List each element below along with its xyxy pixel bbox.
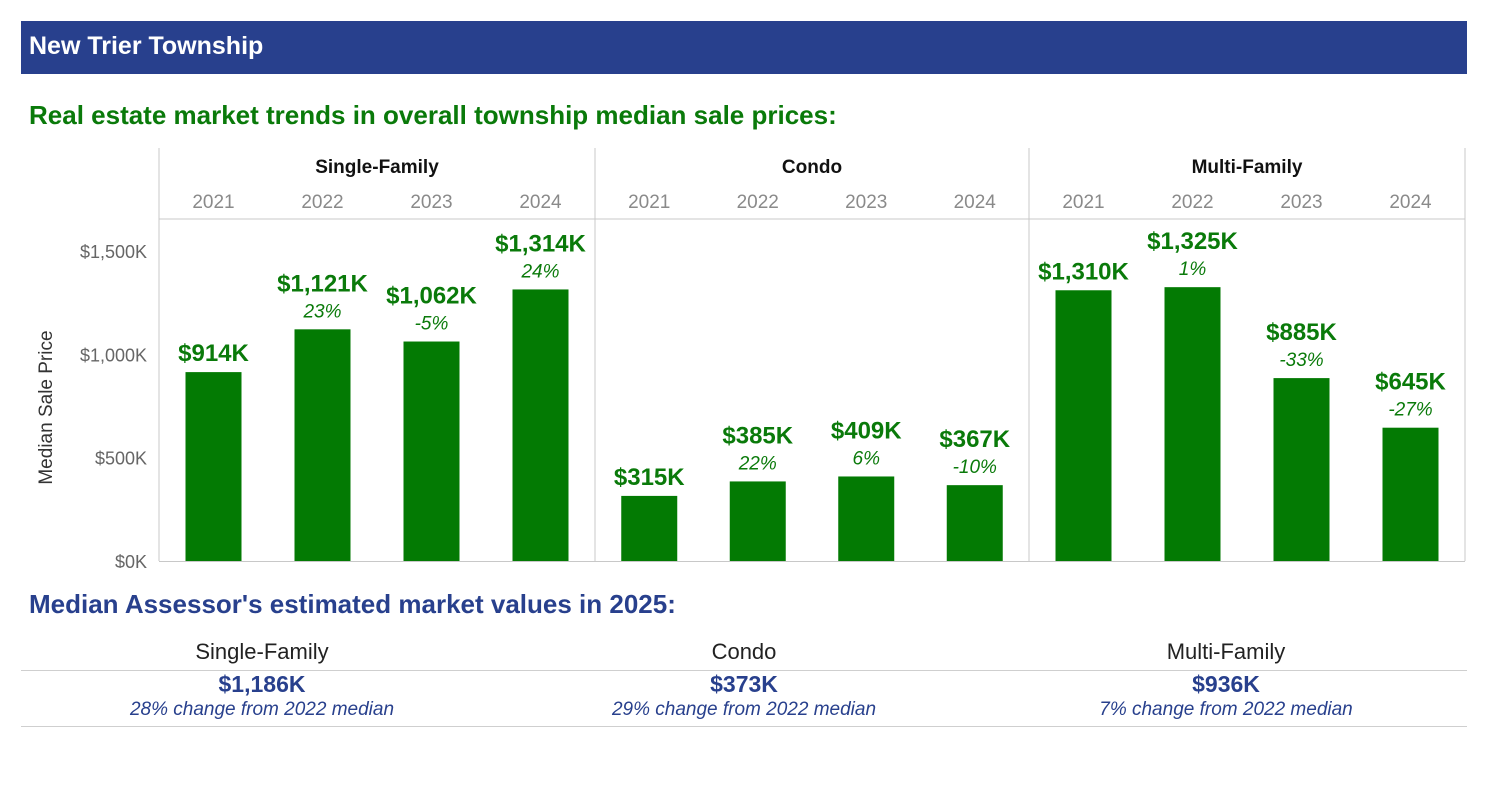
panel-title: Multi-Family	[1192, 157, 1303, 178]
bar-value-label: $914K	[178, 340, 249, 367]
sale-price-chart: Median Sale Price $0K $500K $1,000K $1,500K S…	[36, 148, 1466, 568]
assessor-condo: Condo $373K 29% change from 2022 median	[503, 638, 985, 721]
bar-value-label: $385K	[722, 422, 793, 449]
x-tick-label: 2022	[1171, 192, 1213, 213]
bar	[1382, 427, 1439, 561]
bar-change-label: -10%	[953, 457, 997, 478]
x-tick-label: 2021	[628, 192, 670, 213]
bar	[512, 289, 569, 561]
bar-value-label: $1,310K	[1038, 258, 1129, 285]
bar-value-label: $1,314K	[495, 230, 586, 257]
assessor-value: $1,186K	[218, 671, 306, 697]
bar-value-label: $1,062K	[386, 283, 477, 310]
panel-title: Single-Family	[315, 157, 439, 178]
bar-value-label: $1,325K	[1147, 228, 1238, 255]
bar	[294, 329, 351, 561]
y-tick-label: $1,500K	[80, 242, 147, 262]
x-tick-label: 2023	[1280, 192, 1322, 213]
table-divider	[21, 670, 1467, 671]
assessor-category: Multi-Family	[1166, 639, 1286, 664]
assessor-table: Single-Family $1,186K 28% change from 20…	[21, 638, 1467, 728]
bar	[946, 485, 1003, 561]
bar	[1273, 378, 1330, 561]
bar-value-label: $645K	[1375, 369, 1446, 396]
x-tick-label: 2022	[301, 192, 343, 213]
y-axis-label: Median Sale Price	[36, 330, 57, 484]
assessor-change: 29% change from 2022 median	[611, 699, 877, 720]
bar-value-label: $409K	[831, 417, 902, 444]
page-title: New Trier Township	[29, 32, 264, 60]
y-tick-label: $500K	[95, 449, 147, 469]
bar	[838, 476, 895, 561]
bar-change-label: 23%	[302, 301, 341, 322]
bar-value-label: $885K	[1266, 319, 1337, 346]
bar	[403, 341, 460, 561]
assessor-category: Single-Family	[195, 639, 329, 664]
y-tick-label: $1,000K	[80, 345, 147, 365]
bar-value-label: $315K	[614, 464, 685, 491]
assessor-title: Median Assessor's estimated market value…	[29, 589, 676, 619]
x-tick-label: 2021	[1062, 192, 1104, 213]
bar	[1055, 290, 1112, 561]
bar-value-label: $367K	[939, 426, 1010, 453]
header-bar: New Trier Township	[21, 21, 1467, 74]
table-bottom-rule	[21, 726, 1467, 727]
bar-change-label: 1%	[1179, 259, 1207, 280]
panel-title: Condo	[782, 157, 842, 178]
x-tick-label: 2024	[519, 192, 562, 213]
trends-title: Real estate market trends in overall tow…	[29, 100, 837, 130]
bar	[1164, 287, 1221, 561]
bar-change-label: -27%	[1388, 400, 1432, 421]
x-tick-label: 2023	[845, 192, 887, 213]
y-tick-label: $0K	[115, 552, 147, 568]
assessor-change: 7% change from 2022 median	[1099, 699, 1353, 720]
bar-change-label: 6%	[853, 448, 881, 469]
assessor-value: $373K	[710, 671, 778, 697]
x-tick-label: 2023	[410, 192, 452, 213]
x-tick-label: 2024	[954, 192, 997, 213]
bar-change-label: -5%	[415, 314, 449, 335]
bar	[185, 372, 242, 561]
assessor-category: Condo	[711, 639, 777, 664]
bar-change-label: -33%	[1279, 350, 1323, 371]
bar-change-label: 22%	[738, 453, 777, 474]
x-tick-label: 2024	[1389, 192, 1432, 213]
bar	[621, 495, 678, 561]
assessor-value: $936K	[1192, 671, 1260, 697]
x-tick-label: 2021	[192, 192, 234, 213]
x-tick-label: 2022	[737, 192, 779, 213]
assessor-single-family: Single-Family $1,186K 28% change from 20…	[21, 638, 503, 721]
assessor-multi-family: Multi-Family $936K 7% change from 2022 m…	[985, 638, 1467, 721]
bar-change-label: 24%	[520, 261, 559, 282]
bar-value-label: $1,121K	[277, 270, 368, 297]
assessor-change: 28% change from 2022 median	[129, 699, 395, 720]
bar	[729, 481, 786, 561]
